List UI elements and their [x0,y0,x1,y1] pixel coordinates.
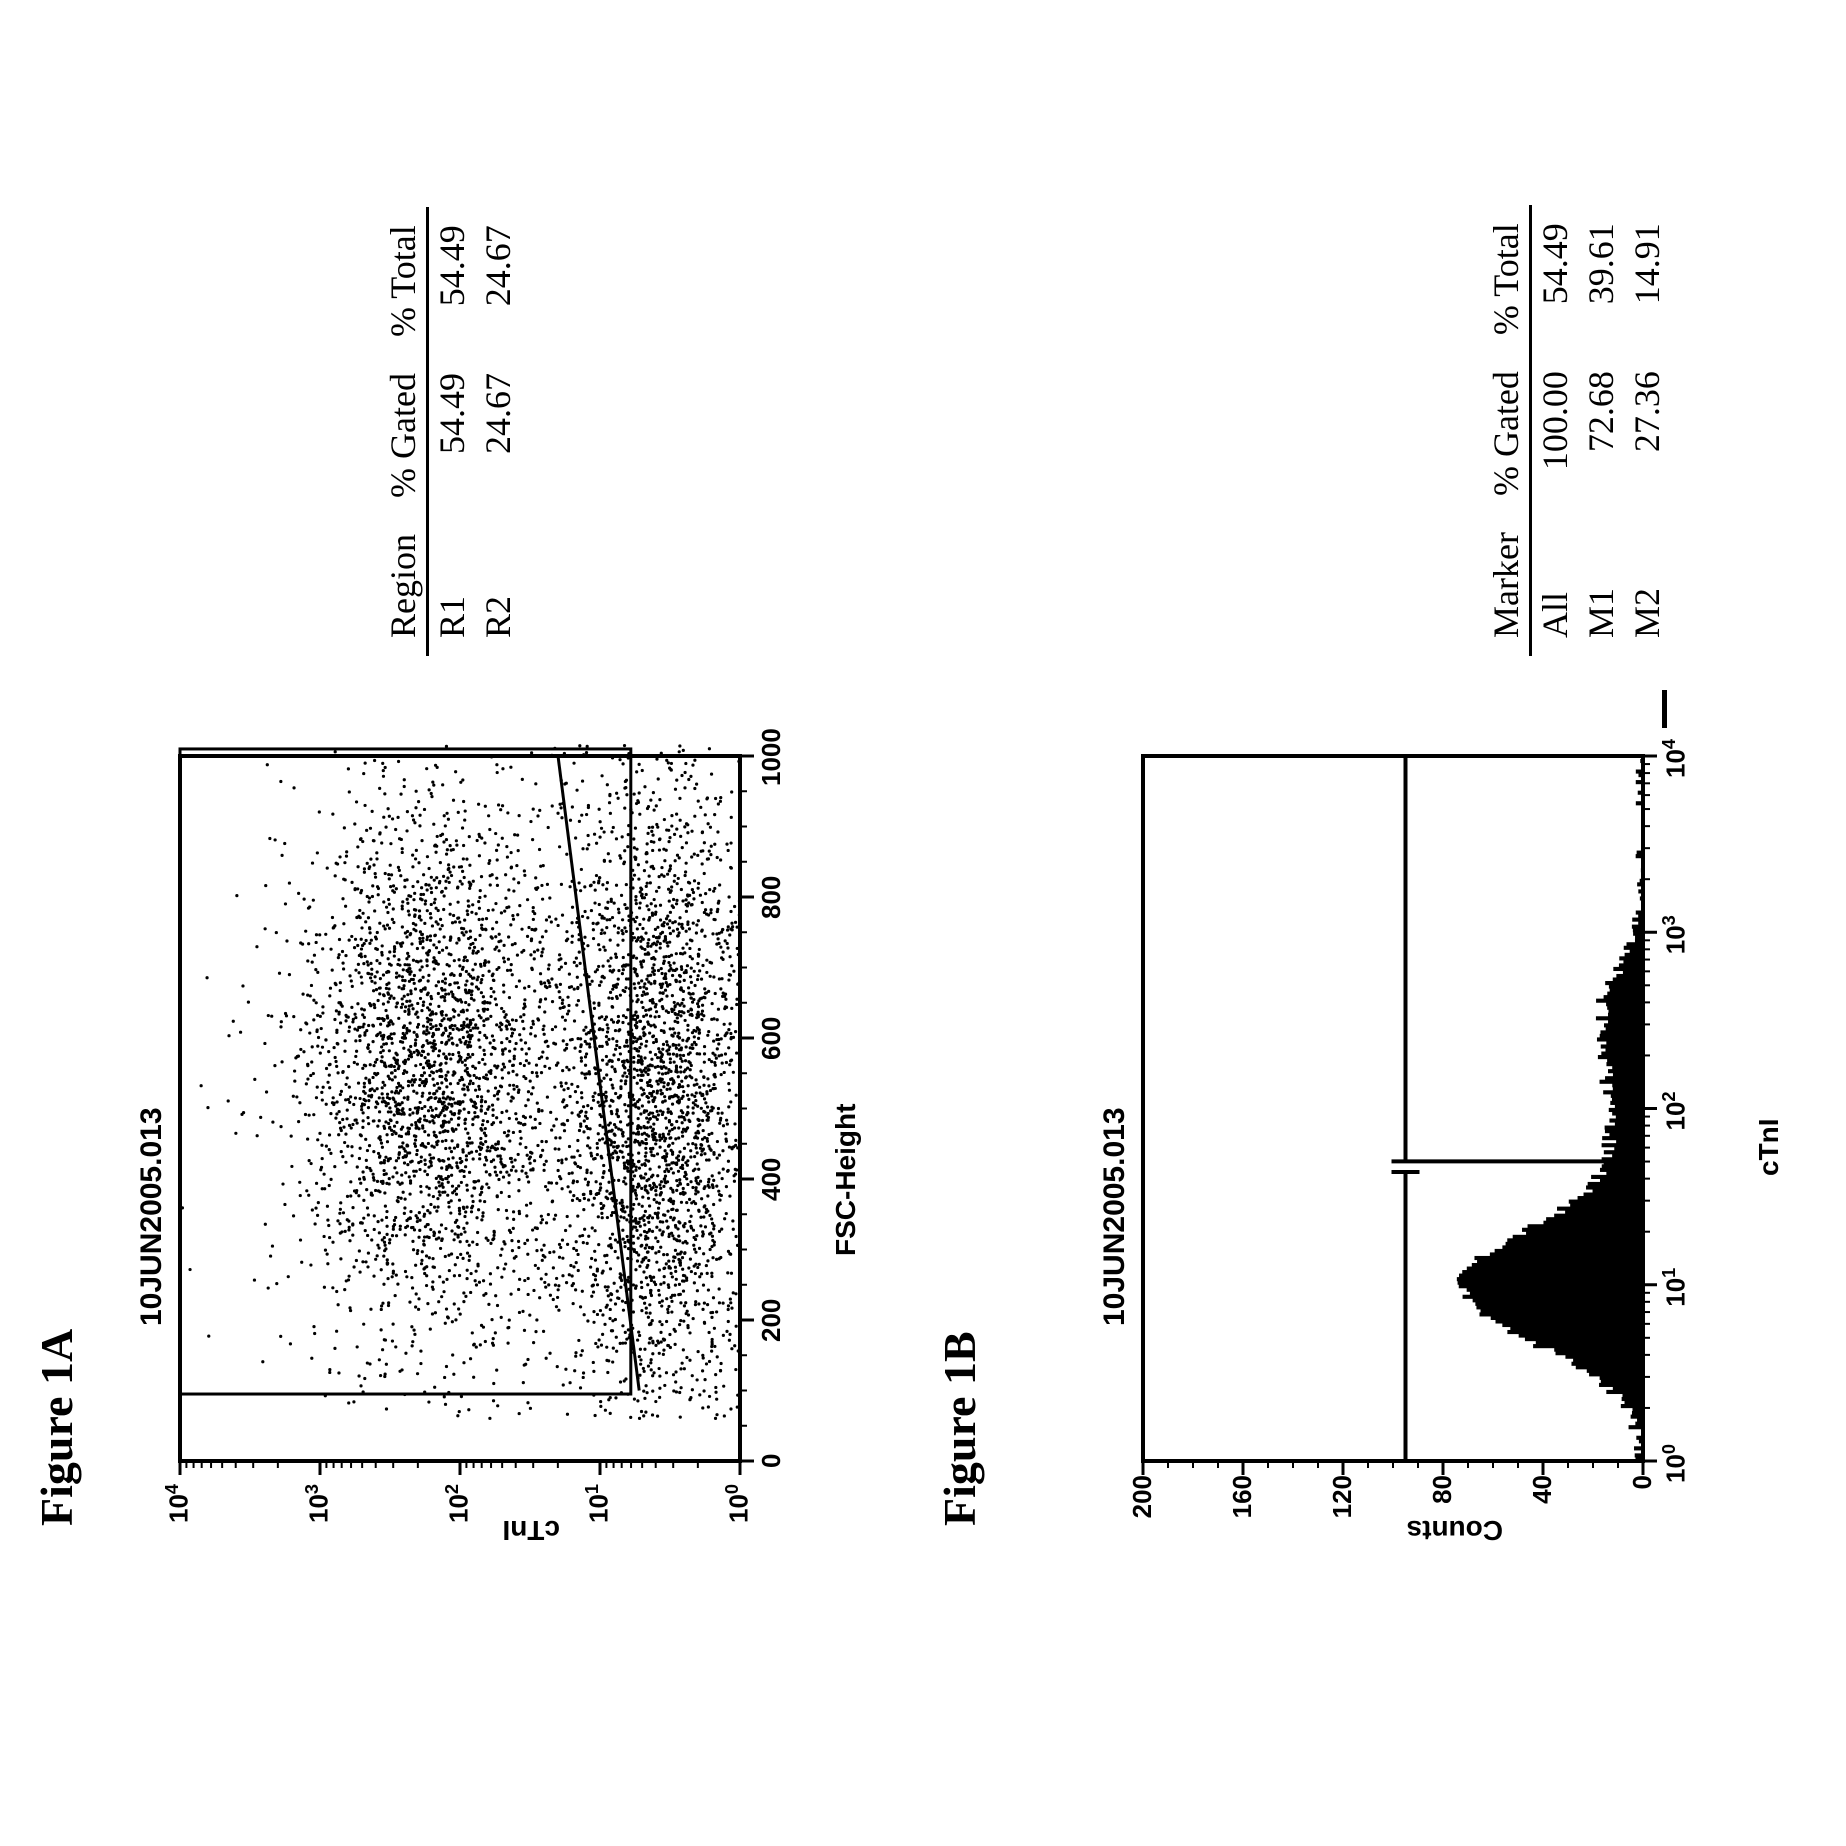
region-stats-table: Region % Gated % Total R154.4954.49R224.… [380,207,521,656]
y-axis-label-a: cTnI [502,1514,560,1546]
x-tick-a: 200 [756,1299,787,1342]
col-gated-b: % Gated [1483,353,1531,514]
x-tick-a: 0 [756,1454,787,1468]
x-tick-b: 102 [1659,1091,1692,1130]
table-row: M172.6839.61 [1578,205,1624,656]
x-tick-b: 104 [1659,739,1692,778]
y-tick-a: 101 [582,1484,615,1523]
col-gated: % Gated [380,355,428,516]
table-row: All100.0054.49 [1531,205,1579,656]
figure-1b-chart-title: 10JUN2005.013 [1098,1107,1132,1326]
extra-marker-dash [1662,690,1667,728]
col-total-b: % Total [1483,205,1531,353]
x-tick-a: 800 [756,876,787,919]
table-row: M227.3614.91 [1624,205,1670,656]
y-tick-b: 80 [1427,1475,1458,1521]
x-axis-label-b: cTnI [1753,1118,1785,1176]
y-tick-b: 200 [1127,1475,1158,1521]
y-tick-b: 160 [1227,1475,1258,1521]
y-tick-a: 104 [162,1484,195,1523]
x-tick-a: 400 [756,1158,787,1201]
y-tick-a: 103 [302,1484,335,1523]
x-tick-b: 101 [1659,1268,1692,1307]
y-tick-a: 100 [722,1484,755,1523]
col-region: Region [380,516,428,656]
figure-1a-panel: Figure 1A 10JUN2005.013 cTnI FSC-Height … [0,125,923,1846]
col-total: % Total [380,207,428,355]
x-tick-b: 100 [1659,1444,1692,1483]
x-axis-label-a: FSC-Height [830,1104,862,1256]
x-tick-a: 1000 [756,728,787,786]
histogram-plot [1133,736,1713,1516]
table-row: R154.4954.49 [428,207,476,656]
y-tick-b: 40 [1527,1475,1558,1521]
figure-1b-title: Figure 1B [933,1331,986,1526]
y-tick-a: 102 [442,1484,475,1523]
y-tick-b: 120 [1327,1475,1358,1521]
x-tick-a: 600 [756,1017,787,1060]
marker-stats-table: Marker % Gated % Total All100.0054.49M17… [1483,205,1670,656]
figure-1a-chart-title: 10JUN2005.013 [135,1107,169,1326]
table-row: R224.6724.67 [475,207,521,656]
col-marker: Marker [1483,514,1531,656]
y-tick-b: 0 [1627,1475,1658,1521]
scatter-plot [170,736,810,1516]
x-tick-b: 103 [1659,915,1692,954]
figure-1a-title: Figure 1A [30,1329,83,1526]
figure-1b-panel: Figure 1B 10JUN2005.013 Counts cTnI Mark… [923,125,1846,1846]
